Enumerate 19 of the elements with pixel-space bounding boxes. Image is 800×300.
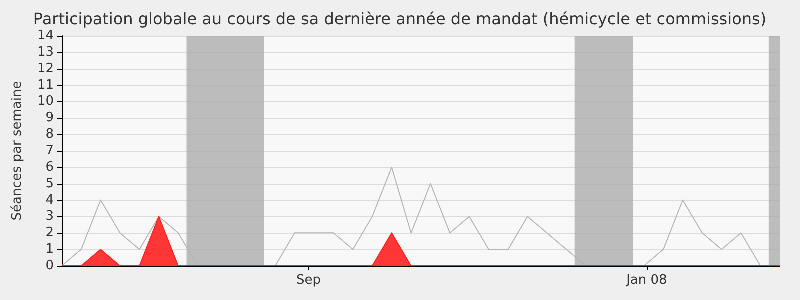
y-tick-label: 14 — [37, 28, 54, 44]
y-axis-title: Séances par semaine — [10, 81, 25, 221]
x-tick-label: Jan 08 — [626, 273, 668, 288]
y-tick-label: 2 — [46, 226, 54, 241]
y-tick-label: 10 — [37, 94, 54, 110]
y-tick-label: 1 — [46, 242, 54, 258]
y-tick-label: 9 — [46, 110, 54, 126]
y-tick-label: 5 — [46, 176, 54, 192]
y-tick-label: 6 — [46, 160, 54, 175]
x-tick-label: Sep — [296, 273, 321, 288]
y-tick-label: 11 — [37, 78, 54, 93]
y-tick-label: 3 — [46, 209, 54, 224]
y-tick-label: 7 — [46, 144, 54, 158]
y-tick-label: 8 — [46, 127, 54, 142]
y-tick-label: 0 — [46, 258, 54, 274]
y-tick-label: 4 — [46, 192, 54, 208]
chart-title: Participation globale au cours de sa dernière année de mandat (hémicycle et commissions) — [33, 10, 767, 28]
y-tick-label: 13 — [37, 44, 54, 60]
y-tick-label: 12 — [37, 61, 54, 76]
